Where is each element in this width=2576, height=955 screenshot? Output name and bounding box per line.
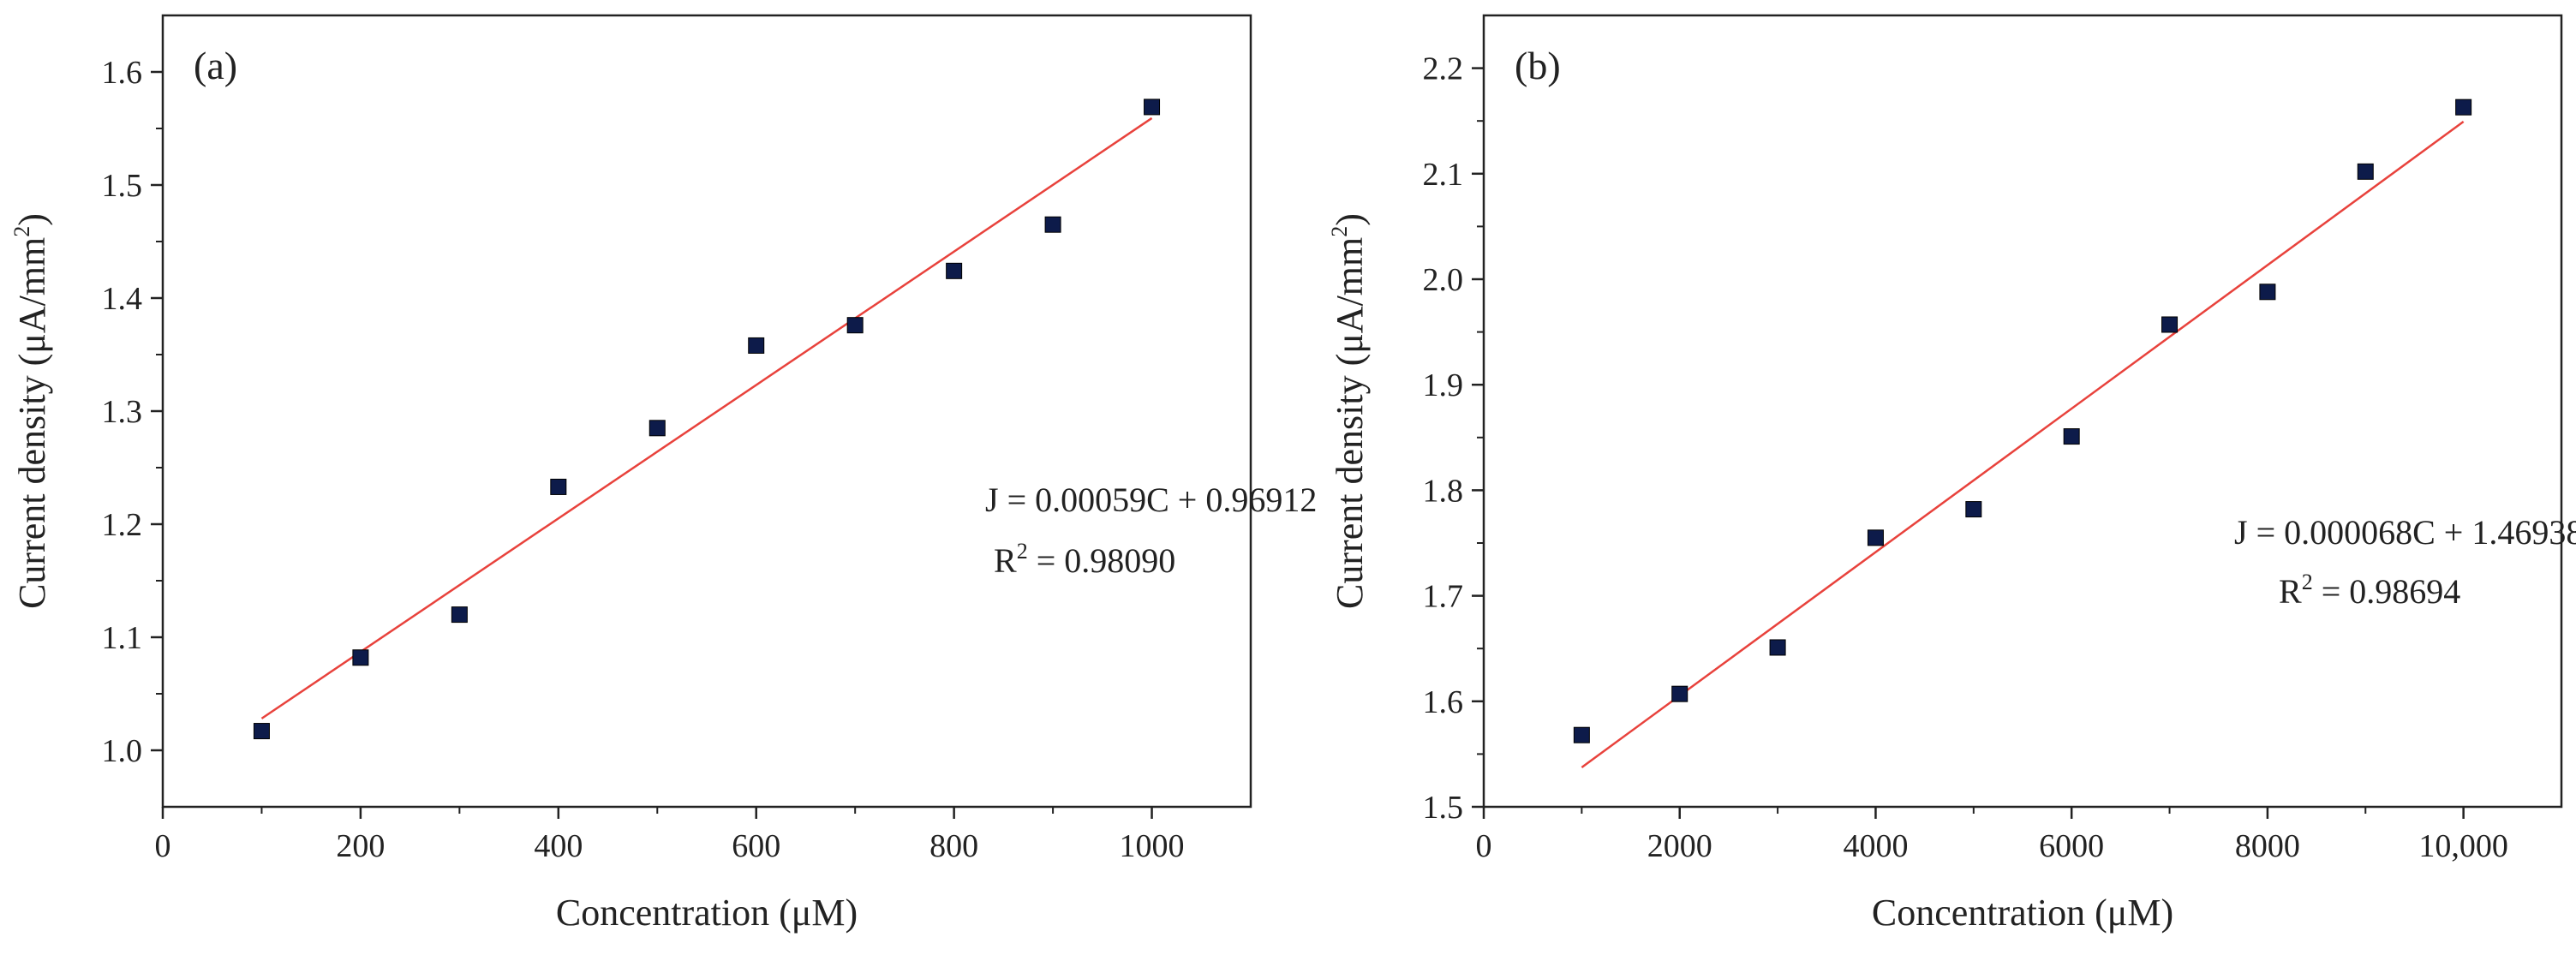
x-tick-label: 10,000 [2418,828,2508,864]
x-tick-label: 800 [929,828,978,864]
plot-frame [161,14,1252,809]
chart-panel-a: 0 200 400 600 800 1000 1.0 1.1 1.2 1.3 1.4 1.5 1.6 Co… [9,14,1317,934]
y-axis-title: Current density (μA/mm2) [1327,213,1371,609]
data-point [2161,316,2179,333]
data-point [2455,98,2472,116]
y-tick-label: 1.5 [1423,790,1464,826]
data-point [648,420,666,437]
y-tick-label: 1.0 [102,733,143,769]
y-tick-label: 1.6 [102,55,143,91]
y-tick-label: 1.4 [102,281,143,317]
data-point [1867,529,1884,546]
panel-label: (a) [194,44,237,87]
data-point [946,262,963,279]
data-point [1573,726,1590,743]
x-tick-label: 200 [336,828,385,864]
x-axis-title: Concentration (μM) [556,892,858,934]
x-tick-label: 6000 [2039,828,2104,864]
data-point [550,478,567,495]
data-point [1144,98,1161,116]
y-tick-label: 1.9 [1423,367,1464,403]
x-tick-label: 4000 [1843,828,1908,864]
r-squared: R2 = 0.98090 [994,539,1175,580]
x-tick-label: 600 [732,828,780,864]
chart-panel-b: 0 2000 4000 6000 8000 10,000 1.5 1.6 1.7 1.8 1.9 2.… [1327,14,2576,934]
y-tick-label: 2.2 [1423,51,1464,87]
y-tick-label: 1.1 [102,620,143,656]
y-tick-label: 2.1 [1423,157,1464,193]
y-axis-title: Current density (μA/mm2) [9,213,53,609]
panel-label: (b) [1515,44,1561,87]
data-point [2259,284,2276,301]
fit-equation: J = 0.000068C + 1.46938 [2234,513,2576,552]
data-point [1671,685,1688,702]
data-point [748,337,765,354]
x-tick-label: 0 [1476,828,1492,864]
y-tick-label: 1.8 [1423,473,1464,509]
r-squared: R2 = 0.98694 [2279,570,2460,611]
y-tick-label: 2.0 [1423,262,1464,298]
x-axis-title: Concentration (μM) [1872,892,2173,934]
fit-line [260,116,1153,719]
y-tick-label: 1.5 [102,168,143,204]
x-tick-label: 2000 [1647,828,1712,864]
data-point [1044,216,1061,233]
data-point [2357,163,2374,180]
data-point [451,606,468,624]
data-point [846,317,864,334]
data-point [253,723,270,740]
x-tick-label: 0 [155,828,171,864]
x-tick-label: 8000 [2235,828,2300,864]
fit-line [1581,120,2465,768]
data-point [2063,428,2080,445]
y-tick-label: 1.6 [1423,684,1464,720]
fit-equation: J = 0.00059C + 0.96912 [985,480,1317,519]
y-tick-label: 1.7 [1423,579,1464,615]
data-point [352,649,369,666]
x-tick-label: 400 [534,828,583,864]
data-point [1965,501,1982,518]
data-point [1769,639,1786,656]
x-tick-label: 1000 [1120,828,1185,864]
y-tick-label: 1.3 [102,394,143,430]
plot-frame [1482,14,2563,809]
y-tick-label: 1.2 [102,507,143,543]
